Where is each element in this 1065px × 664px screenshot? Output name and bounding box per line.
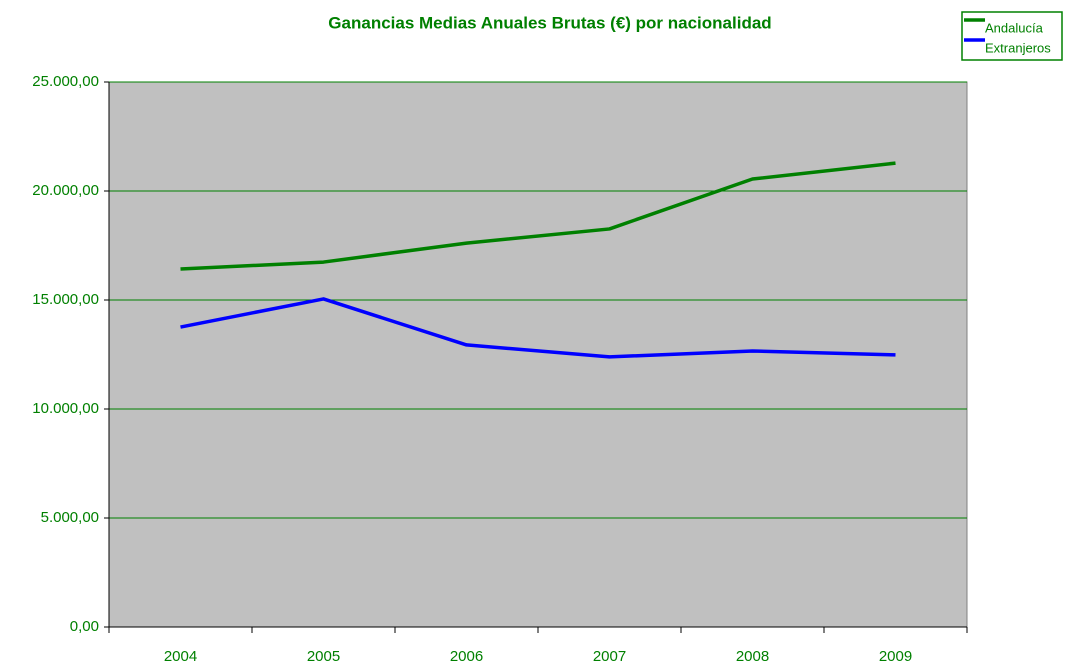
line-series [180, 161, 896, 271]
y-tick-label: 25.000,00 [32, 73, 99, 90]
x-tick-label: 2009 [879, 648, 912, 664]
y-tick-label: 0,00 [70, 618, 99, 635]
chart-title: Ganancias Medias Anuales Brutas (€) por … [328, 13, 771, 32]
x-tick-label: 2006 [450, 648, 483, 664]
x-tick-label: 2004 [164, 648, 197, 664]
x-tick-label: 2005 [307, 648, 340, 664]
x-tick-label: 2007 [593, 648, 626, 664]
y-tick-label: 20.000,00 [32, 182, 99, 199]
y-tick-label: 15.000,00 [32, 291, 99, 308]
legend-label: Extranjeros [985, 40, 1051, 55]
legend-label: Andalucía [985, 20, 1044, 35]
x-tick-label: 2008 [736, 648, 769, 664]
line-series [180, 297, 896, 359]
y-tick-label: 5.000,00 [41, 509, 99, 526]
y-tick-label: 10.000,00 [32, 400, 99, 417]
